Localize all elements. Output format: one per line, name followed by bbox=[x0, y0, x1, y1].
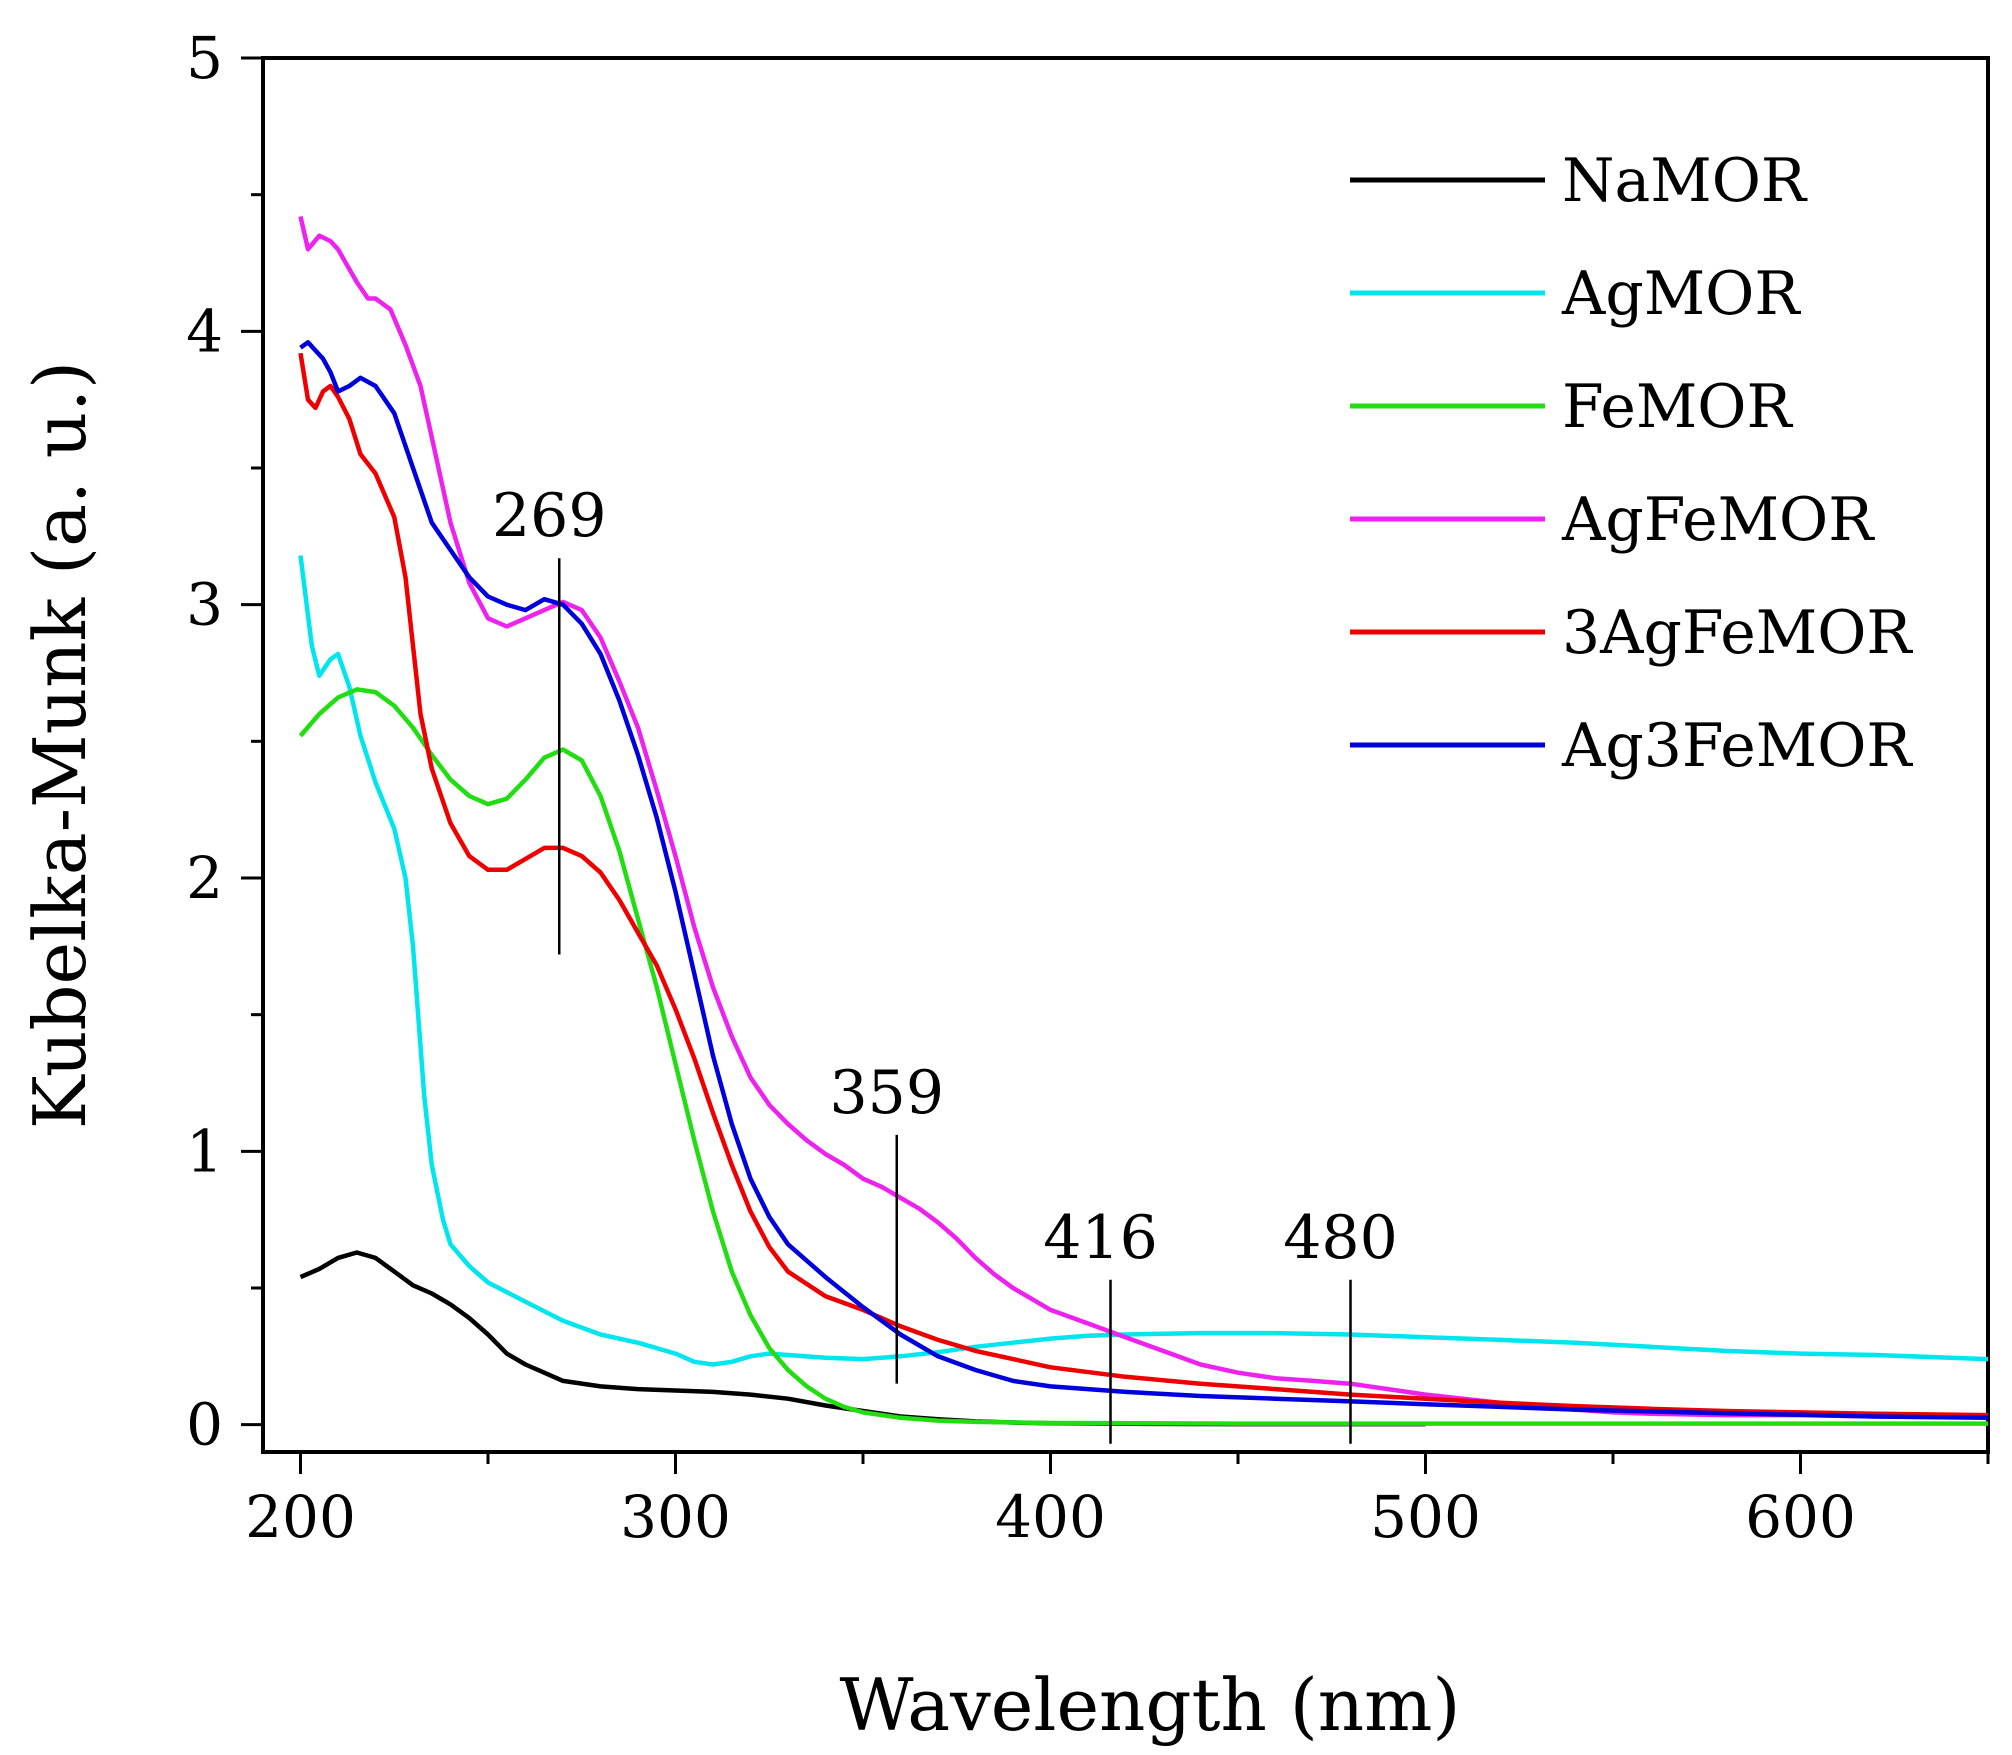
legend-label-femor: FeMOR bbox=[1562, 372, 1793, 442]
x-axis-title: Wavelength (nm) bbox=[839, 1663, 1460, 1747]
y-tick-label: 0 bbox=[186, 1391, 223, 1459]
annotation-label-480: 480 bbox=[1283, 1203, 1398, 1273]
annotation-label-359: 359 bbox=[829, 1058, 944, 1128]
series-layer bbox=[298, 215, 1988, 1427]
series-line-agmor bbox=[298, 555, 1988, 1367]
legend-label-agmor: AgMOR bbox=[1561, 259, 1801, 329]
series-line-agfemor bbox=[298, 215, 1988, 1419]
plot-frame bbox=[261, 56, 1990, 1454]
legend-label-3agfemor: 3AgFeMOR bbox=[1562, 598, 1913, 668]
axes-layer: 200 300 400 500 600 0 1 2 3 4 5 bbox=[186, 24, 1990, 1551]
x-tick-label: 300 bbox=[620, 1483, 731, 1551]
x-tick-label: 400 bbox=[995, 1483, 1106, 1551]
y-tick-label: 2 bbox=[186, 844, 223, 912]
x-tick-label: 600 bbox=[1745, 1483, 1856, 1551]
y-axis-title: Kubelka-Munk (a. u.) bbox=[18, 361, 102, 1129]
y-tick-label: 1 bbox=[186, 1117, 223, 1185]
x-tick-label: 200 bbox=[245, 1483, 356, 1551]
series-line-ag3femor bbox=[299, 340, 1988, 1421]
annotation-label-269: 269 bbox=[492, 481, 607, 551]
legend-label-namor: NaMOR bbox=[1562, 146, 1808, 216]
annotation-label-416: 416 bbox=[1043, 1203, 1158, 1273]
plot-border bbox=[261, 56, 1990, 1454]
legend-label-agfemor: AgFeMOR bbox=[1561, 485, 1875, 555]
x-tick-label: 500 bbox=[1370, 1483, 1481, 1551]
series-line-3agfemor bbox=[298, 352, 1988, 1418]
legend-label-ag3femor: Ag3FeMOR bbox=[1561, 711, 1913, 781]
legend: NaMOR AgMOR FeMOR AgFeMOR 3AgFeMOR Ag3FeMOR bbox=[1350, 146, 1913, 781]
y-tick-label: 5 bbox=[186, 24, 223, 92]
annotation-layer: 269 359 416 480 bbox=[492, 481, 1398, 1444]
series-line-femor bbox=[298, 687, 1988, 1426]
y-tick-label: 4 bbox=[186, 297, 223, 365]
y-tick-label: 3 bbox=[186, 571, 223, 639]
